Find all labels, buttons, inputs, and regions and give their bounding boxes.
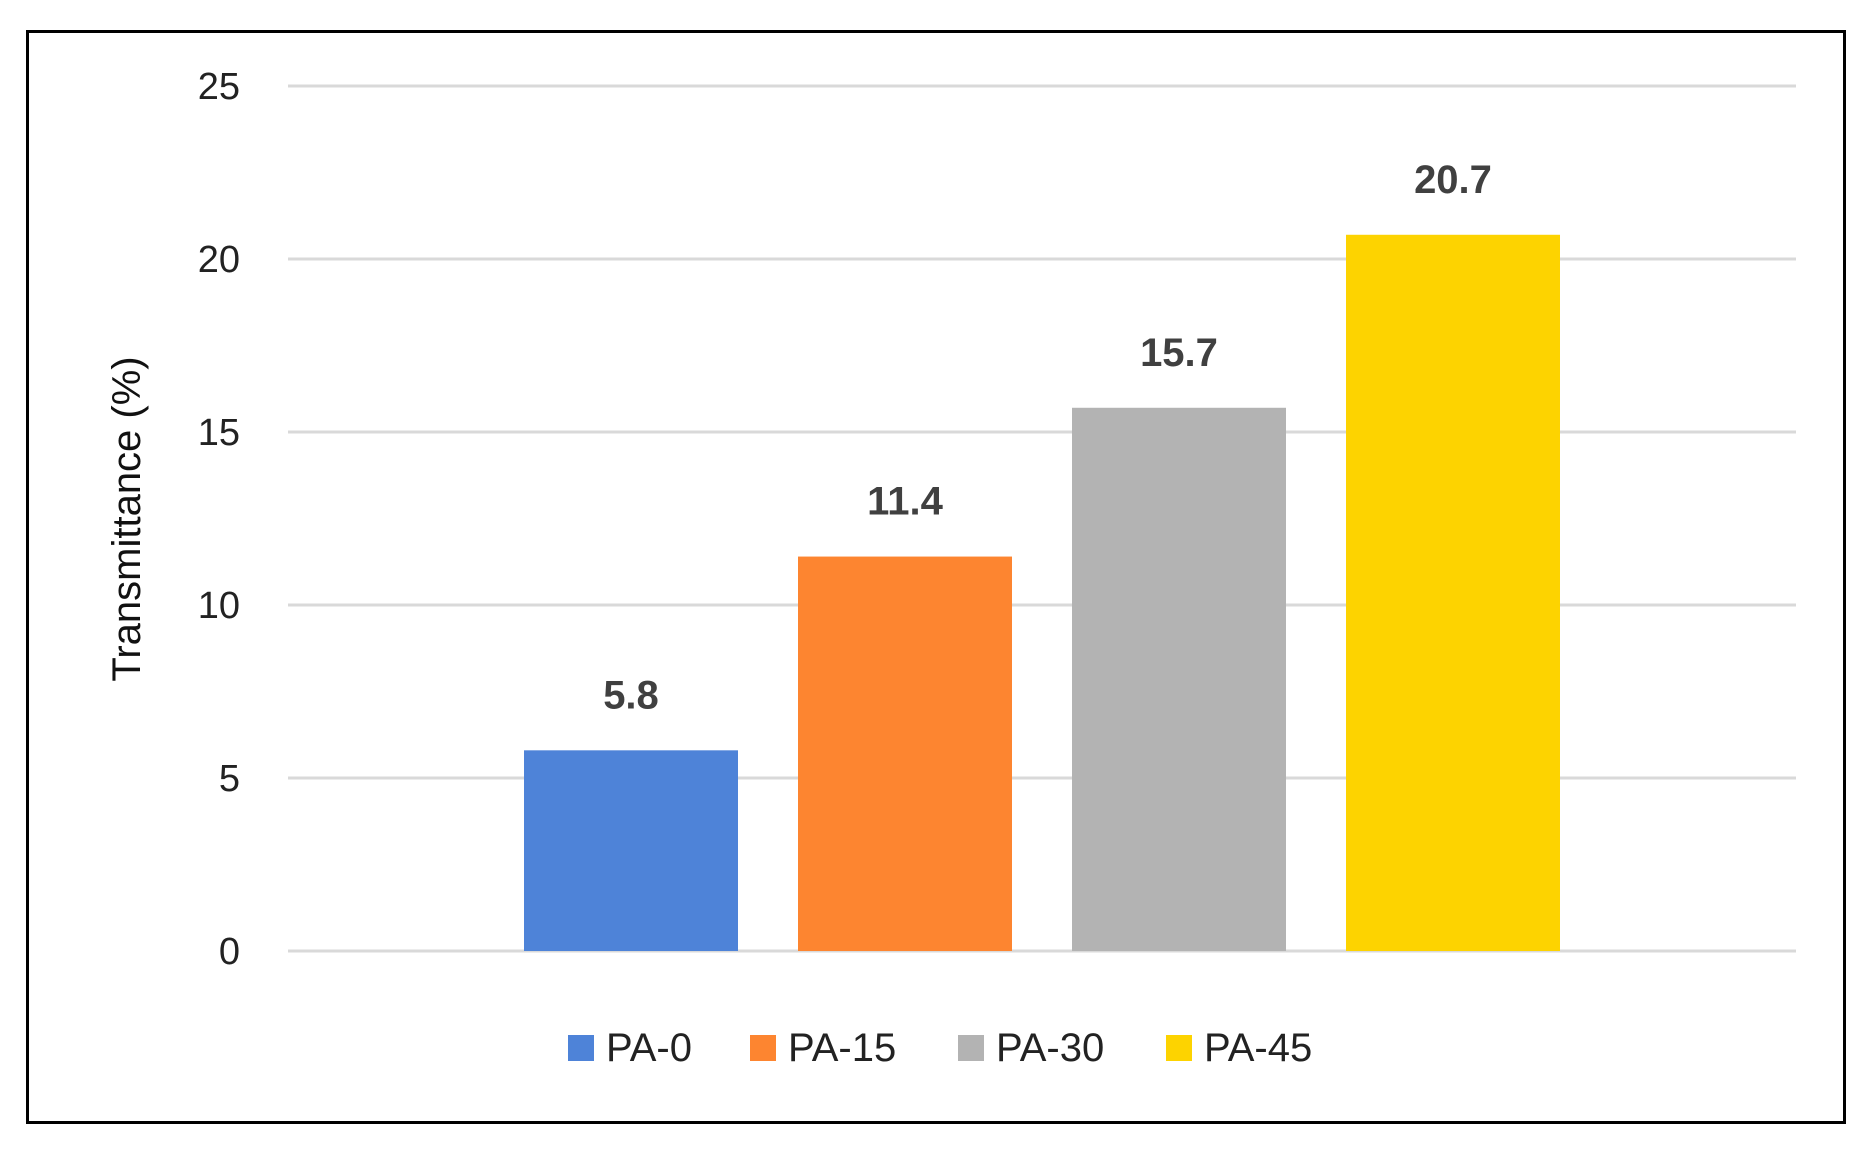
y-tick-label: 0 — [219, 931, 240, 973]
y-tick-label: 20 — [198, 239, 240, 281]
y-axis-ticks: 0 5 10 15 20 25 — [198, 66, 240, 973]
legend: PA-0 PA-15 PA-30 PA-45 — [568, 1026, 1312, 1070]
bar-pa-45 — [1346, 234, 1560, 951]
legend-item-pa-30: PA-30 — [958, 1026, 1104, 1070]
y-axis-label: Transmittance (%) — [105, 356, 149, 681]
data-labels: 5.8 11.4 15.7 20.7 — [603, 158, 1492, 718]
legend-item-pa-15: PA-15 — [750, 1026, 896, 1070]
bar-pa-0 — [524, 750, 738, 951]
data-label-pa-0: 5.8 — [603, 673, 659, 717]
legend-item-pa-45: PA-45 — [1166, 1026, 1312, 1070]
bars — [524, 234, 1560, 951]
legend-label: PA-0 — [606, 1026, 692, 1070]
legend-label: PA-45 — [1204, 1026, 1312, 1070]
legend-swatch — [568, 1035, 594, 1061]
bar-pa-15 — [798, 556, 1012, 951]
data-label-pa-45: 20.7 — [1414, 158, 1492, 202]
y-tick-label: 10 — [198, 585, 240, 627]
data-label-pa-15: 11.4 — [867, 480, 943, 524]
y-tick-label: 25 — [198, 66, 240, 108]
y-tick-label: 5 — [219, 758, 240, 800]
bar-pa-30 — [1072, 407, 1286, 951]
legend-item-pa-0: PA-0 — [568, 1026, 692, 1070]
legend-swatch — [1166, 1035, 1192, 1061]
legend-label: PA-15 — [788, 1026, 896, 1070]
legend-label: PA-30 — [996, 1026, 1104, 1070]
y-tick-label: 15 — [198, 412, 240, 454]
gridlines — [288, 84, 1796, 953]
legend-swatch — [958, 1035, 984, 1061]
data-label-pa-30: 15.7 — [1140, 331, 1218, 375]
legend-swatch — [750, 1035, 776, 1061]
